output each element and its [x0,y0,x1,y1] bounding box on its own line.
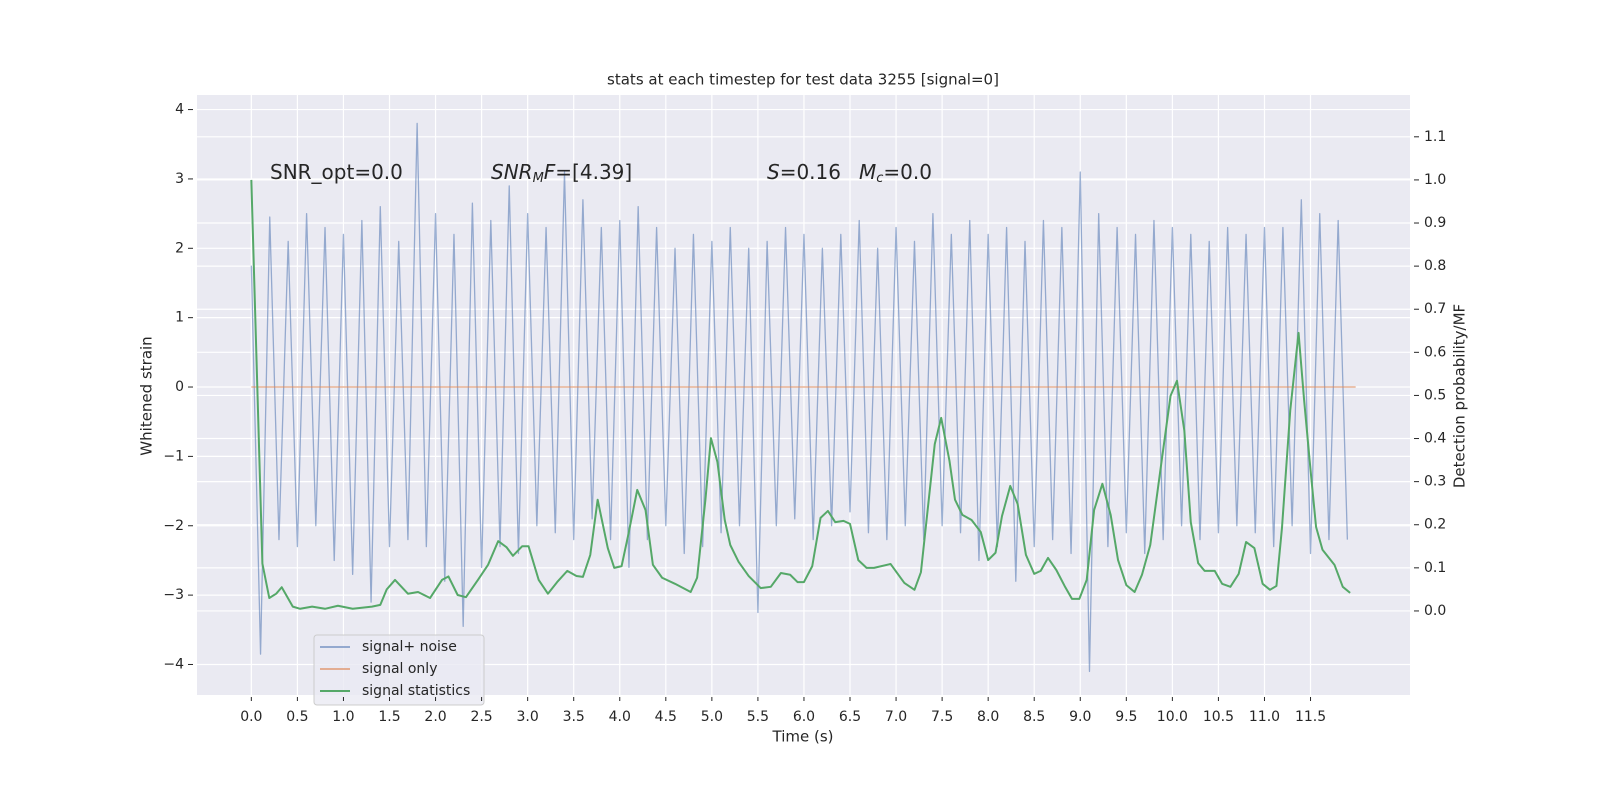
annotation-subscript: M [533,171,544,186]
x-tick-label: 6.5 [839,709,861,725]
annotation-text: S [767,160,780,184]
marks [250,122,1356,673]
annotation-text: =0.16 [780,160,841,184]
x-tick-label: 11.5 [1295,709,1326,725]
y2-tick-label: 0.9 [1424,215,1446,231]
x-tick-label: 0.5 [286,709,308,725]
x-tick-label: 5.5 [747,709,769,725]
y2-tick-label: 0.1 [1424,560,1446,576]
y-tick-label: −2 [163,518,184,534]
legend-label: signal only [362,661,437,677]
series-line [250,179,1351,610]
x-axis-label: Time (s) [772,728,834,746]
annotation: S=0.16 [767,160,841,184]
x-tick-label: 10.5 [1203,709,1234,725]
x-tick-label: 4.5 [655,709,677,725]
y2-tick-label: 0.8 [1424,258,1446,274]
x-tick-label: 9.5 [1115,709,1137,725]
y-tick-label: 3 [175,171,184,187]
legend-label: signal+ noise [362,639,457,655]
y2-tick-label: 0.6 [1424,344,1446,360]
annotation: SNRMF=[4.39] [491,160,632,186]
x-tick-label: 5.0 [701,709,723,725]
x-tick-label: 11.0 [1249,709,1280,725]
y2-axis-label: Detection probability/MF [1451,304,1469,488]
x-tick-label: 2.0 [424,709,446,725]
annotation-text: =0.0 [883,160,932,184]
annotation-text: F [544,160,556,184]
y2-tick-label: 0.3 [1424,474,1446,490]
x-tick-label: 10.0 [1157,709,1188,725]
x-tick-label: 3.0 [517,709,539,725]
grid [197,95,1410,695]
x-tick-label: 3.5 [563,709,585,725]
y2-tick-label: 0.5 [1424,387,1446,403]
y2-tick-label: 1.0 [1424,172,1446,188]
x-tick-label: 8.0 [977,709,999,725]
series-line [250,122,1349,673]
y2-tick-label: 1.1 [1424,129,1446,145]
x-tick-label: 7.0 [885,709,907,725]
legend: signal+ noise signal only signal statistic… [313,634,485,706]
y-tick-label: −1 [163,448,184,464]
y2-tick-label: 0.4 [1424,431,1446,447]
annotation-subscript: c [876,171,883,186]
x-tick-label: 1.5 [378,709,400,725]
y2-tick-label: 0.2 [1424,517,1446,533]
y-tick-label: 2 [175,240,184,256]
y-tick-label: 1 [175,310,184,326]
x-tick-label: 9.0 [1069,709,1091,725]
annotation: Mc=0.0 [859,160,932,186]
legend-box [313,634,485,706]
legend-label: signal statistics [362,683,470,699]
x-tick-label: 4.0 [609,709,631,725]
x-tick-label: 8.5 [1023,709,1045,725]
x-tick-label: 1.0 [332,709,354,725]
x-tick-label: 2.5 [470,709,492,725]
chart-title: stats at each timestep for test data 325… [607,71,999,89]
y2-tick-label: 0.7 [1424,301,1446,317]
annotation-text: M [859,160,876,184]
y2-tick-label: 0.0 [1424,603,1446,619]
annotation-text: SNR [491,160,533,184]
x-tick-label: 7.5 [931,709,953,725]
x-tick-label: 0.0 [240,709,262,725]
y-tick-label: −3 [163,587,184,603]
y-tick-label: 4 [175,102,184,118]
y-tick-label: 0 [175,379,184,395]
annotation-text: =[4.39] [555,160,632,184]
y-axis-label: Whitened strain [138,336,156,455]
annotation-text: SNR_opt=0.0 [270,160,403,184]
annotation: SNR_opt=0.0 [270,160,403,184]
y-tick-label: −4 [163,656,184,672]
x-tick-label: 6.0 [793,709,815,725]
